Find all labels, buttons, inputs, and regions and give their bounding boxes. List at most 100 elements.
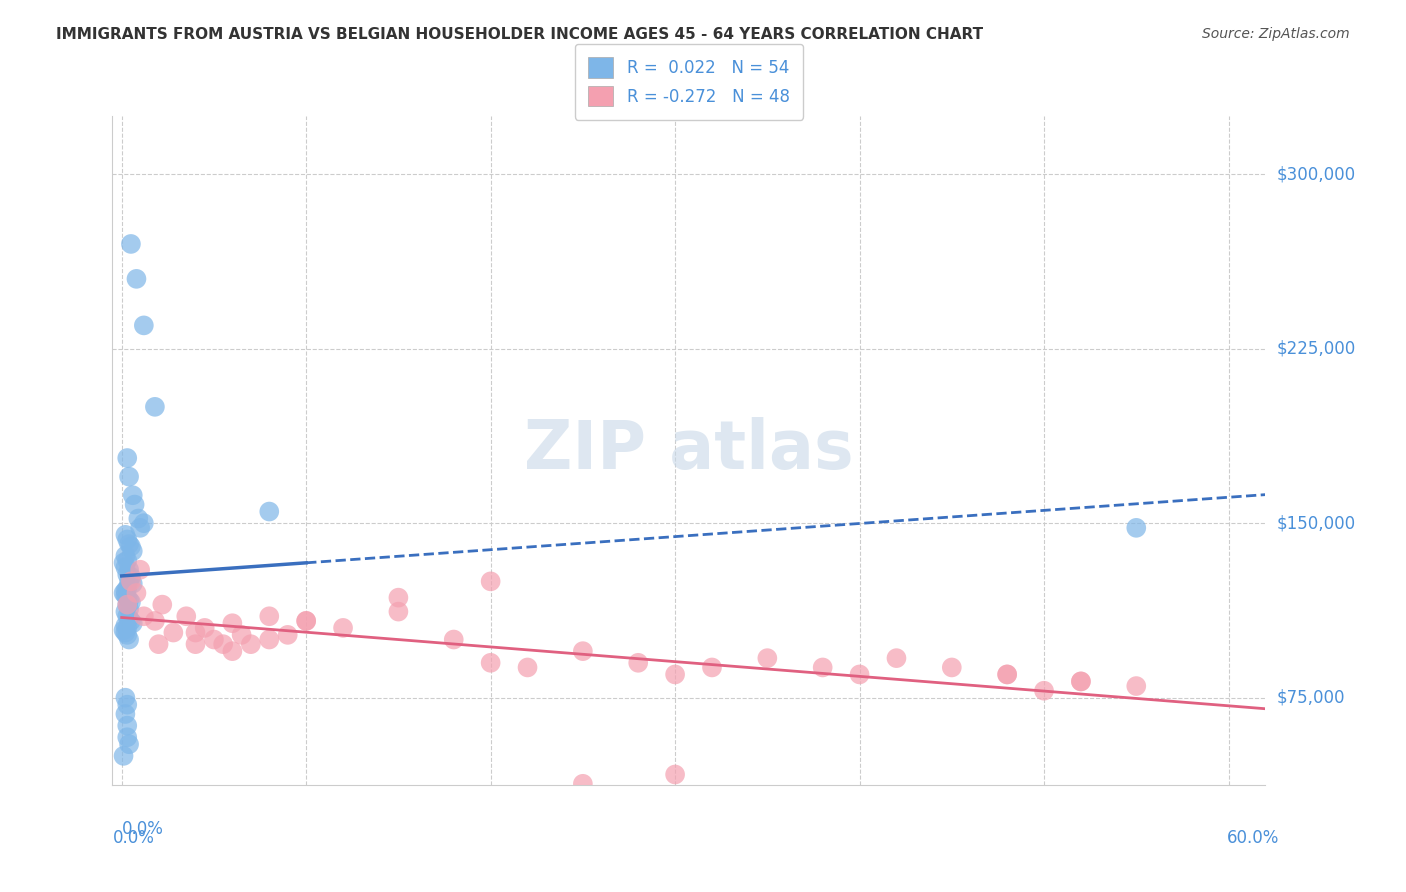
Point <box>115 621 138 635</box>
Point <box>120 614 142 628</box>
Point <box>118 469 141 483</box>
Point <box>479 656 502 670</box>
Point <box>114 690 136 705</box>
Point <box>118 574 141 589</box>
Point <box>125 272 148 286</box>
Point <box>212 637 235 651</box>
Point <box>114 549 136 563</box>
Point <box>941 660 963 674</box>
Point <box>221 644 243 658</box>
Point <box>115 609 138 624</box>
Point <box>114 605 136 619</box>
Point <box>120 570 142 584</box>
Point <box>277 628 299 642</box>
Point <box>115 628 138 642</box>
Point <box>114 528 136 542</box>
Point <box>120 540 142 554</box>
Point <box>259 632 281 647</box>
Point <box>120 574 142 589</box>
Point <box>118 632 141 647</box>
Text: Source: ZipAtlas.com: Source: ZipAtlas.com <box>1202 27 1350 41</box>
Point <box>129 563 152 577</box>
Point <box>132 318 155 333</box>
Point <box>194 621 217 635</box>
Point <box>118 611 141 625</box>
Point <box>259 504 281 518</box>
Point <box>118 602 141 616</box>
Point <box>118 537 141 551</box>
Point <box>115 533 138 547</box>
Point <box>148 637 170 651</box>
Point <box>143 400 166 414</box>
Point <box>995 667 1018 681</box>
Point <box>1070 674 1092 689</box>
Point <box>114 706 136 721</box>
Point <box>572 644 595 658</box>
Point <box>121 488 143 502</box>
Point <box>115 718 138 732</box>
Point <box>121 616 143 631</box>
Point <box>627 656 650 670</box>
Point <box>118 737 141 751</box>
Point <box>221 616 243 631</box>
Point <box>295 614 318 628</box>
Point <box>129 521 152 535</box>
Point <box>174 609 197 624</box>
Point <box>112 624 135 638</box>
Point <box>995 667 1018 681</box>
Point <box>132 516 155 531</box>
Text: $150,000: $150,000 <box>1277 514 1355 533</box>
Point <box>115 582 138 596</box>
Point <box>572 777 595 791</box>
Point <box>112 586 135 600</box>
Point <box>115 698 138 712</box>
Point <box>132 609 155 624</box>
Point <box>125 586 148 600</box>
Point <box>516 660 538 674</box>
Point <box>112 748 135 763</box>
Point <box>114 618 136 632</box>
Point <box>114 560 136 574</box>
Text: 60.0%: 60.0% <box>1227 830 1279 847</box>
Point <box>664 667 686 681</box>
Point <box>127 511 149 525</box>
Point <box>184 625 207 640</box>
Point <box>1033 683 1056 698</box>
Point <box>231 628 253 642</box>
Point <box>143 614 166 628</box>
Text: $75,000: $75,000 <box>1277 689 1346 706</box>
Point <box>886 651 908 665</box>
Point <box>387 605 409 619</box>
Point <box>479 574 502 589</box>
Point <box>121 544 143 558</box>
Point <box>756 651 779 665</box>
Text: 0.0%: 0.0% <box>112 830 155 847</box>
Point <box>1125 521 1147 535</box>
Point <box>121 576 143 591</box>
Point <box>259 609 281 624</box>
Point <box>162 625 184 640</box>
Text: 0.0%: 0.0% <box>122 820 163 838</box>
Point <box>202 632 225 647</box>
Point <box>664 767 686 781</box>
Point <box>115 553 138 567</box>
Point <box>115 598 138 612</box>
Point <box>443 632 465 647</box>
Point <box>124 498 146 512</box>
Legend: R =  0.022   N = 54, R = -0.272   N = 48: R = 0.022 N = 54, R = -0.272 N = 48 <box>575 44 803 120</box>
Point <box>115 450 138 465</box>
Point <box>114 588 136 602</box>
Point <box>1125 679 1147 693</box>
Point <box>114 583 136 598</box>
Text: $225,000: $225,000 <box>1277 340 1355 358</box>
Point <box>700 660 723 674</box>
Text: ZIP atlas: ZIP atlas <box>524 417 853 483</box>
Text: IMMIGRANTS FROM AUSTRIA VS BELGIAN HOUSEHOLDER INCOME AGES 45 - 64 YEARS CORRELA: IMMIGRANTS FROM AUSTRIA VS BELGIAN HOUSE… <box>56 27 983 42</box>
Point <box>239 637 262 651</box>
Point <box>295 614 318 628</box>
Point <box>120 236 142 251</box>
Point <box>115 598 138 612</box>
Point <box>120 595 142 609</box>
Point <box>184 637 207 651</box>
Point <box>811 660 834 674</box>
